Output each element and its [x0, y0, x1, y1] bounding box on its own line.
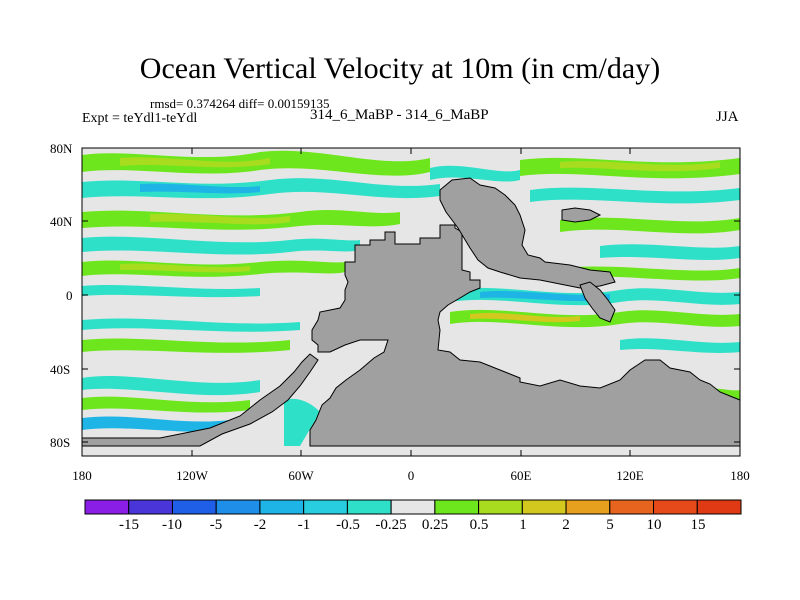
- colorbar-box: [435, 500, 479, 514]
- colorbar-label: 0.5: [470, 517, 489, 534]
- colorbar-box: [654, 500, 698, 514]
- colorbar-box: [347, 500, 391, 514]
- lon-label-0: 0: [408, 468, 415, 484]
- colorbar-box: [129, 500, 173, 514]
- colorbar-box: [172, 500, 216, 514]
- colorbar-box: [522, 500, 566, 514]
- lon-label-60e: 60E: [511, 468, 532, 484]
- lon-label-60w: 60W: [288, 468, 313, 484]
- lon-label-120e: 120E: [616, 468, 643, 484]
- lat-label-0: 0: [66, 288, 73, 304]
- colorbar-label: -1: [298, 517, 311, 534]
- lat-label-80s: 80S: [50, 435, 70, 451]
- colorbar-label: 2: [562, 517, 570, 534]
- colorbar-label: -2: [254, 517, 267, 534]
- colorbar-box: [304, 500, 348, 514]
- colorbar: [85, 500, 741, 514]
- colorbar-label: 15: [691, 517, 706, 534]
- colorbar-label: -0.5: [336, 517, 360, 534]
- map-figure: [0, 0, 800, 600]
- colorbar-label: -5: [210, 517, 223, 534]
- lon-label-120w: 120W: [176, 468, 208, 484]
- colorbar-box: [85, 500, 129, 514]
- colorbar-label: -0.25: [375, 517, 406, 534]
- lat-label-80n: 80N: [50, 141, 72, 157]
- lat-label-40s: 40S: [50, 362, 70, 378]
- colorbar-box: [391, 500, 435, 514]
- lon-label-180w: 180: [72, 468, 92, 484]
- lon-label-180e: 180: [730, 468, 750, 484]
- colorbar-box: [610, 500, 654, 514]
- colorbar-box: [566, 500, 610, 514]
- colorbar-label: 10: [647, 517, 662, 534]
- colorbar-label: 5: [606, 517, 614, 534]
- lat-label-40n: 40N: [50, 214, 72, 230]
- colorbar-box: [697, 500, 741, 514]
- colorbar-label: 0.25: [422, 517, 448, 534]
- colorbar-label: -10: [162, 517, 182, 534]
- colorbar-box: [479, 500, 523, 514]
- colorbar-label: 1: [519, 517, 527, 534]
- colorbar-box: [216, 500, 260, 514]
- colorbar-label: -15: [119, 517, 139, 534]
- colorbar-box: [260, 500, 304, 514]
